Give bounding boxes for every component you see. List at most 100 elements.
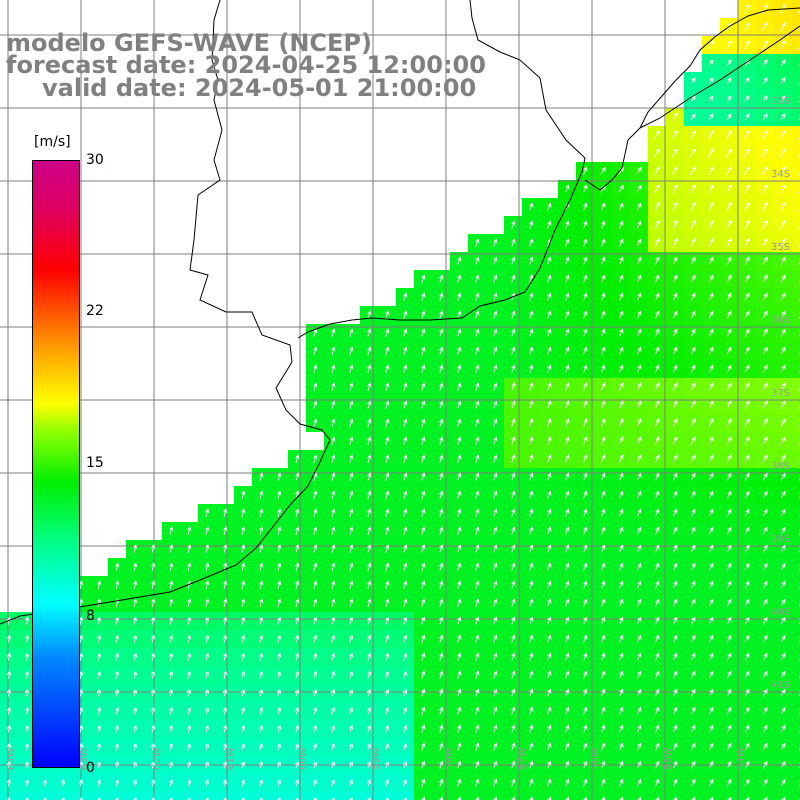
wind-arrow [457, 544, 462, 553]
wind-arrow [132, 562, 138, 571]
wind-arrow [475, 364, 480, 373]
wind-arrow [565, 256, 570, 265]
wind-arrow [690, 166, 697, 176]
wind-arrow [708, 454, 714, 464]
wind-arrow [330, 724, 336, 733]
wind-arrow [475, 454, 480, 463]
wind-arrow [457, 256, 462, 265]
wind-arrow [636, 598, 642, 607]
wind-arrow [690, 130, 697, 140]
wind-arrow [636, 472, 642, 481]
wind-arrow [132, 760, 138, 769]
wind-arrow [330, 562, 336, 571]
wind-arrow [744, 148, 751, 158]
wind-arrow [781, 796, 786, 800]
wind-arrow [493, 562, 498, 571]
wind-arrow [457, 490, 462, 499]
wind-arrow [529, 508, 534, 517]
wind-arrow [618, 544, 624, 553]
wind-arrow [565, 742, 570, 751]
wind-arrow [618, 220, 624, 229]
wind-arrow [547, 364, 552, 373]
wind-cell [522, 792, 540, 800]
wind-arrow [439, 616, 444, 625]
wind-arrow [726, 166, 733, 176]
wind-arrow [636, 436, 642, 446]
wind-arrow [780, 634, 786, 643]
wind-arrow [708, 490, 714, 499]
wind-arrow [780, 256, 786, 265]
wind-arrow [672, 346, 678, 355]
wind-arrow [690, 418, 696, 428]
wind-arrow [636, 418, 642, 428]
wind-arrow [529, 760, 534, 769]
wind-arrow [132, 688, 138, 697]
wind-arrow [798, 204, 800, 212]
wind-arrow [366, 706, 372, 715]
wind-arrow [779, 40, 787, 50]
wind-arrow [493, 382, 498, 391]
wind-arrow [762, 77, 768, 85]
wind-arrow [240, 778, 246, 787]
wind-arrow [654, 220, 660, 230]
wind-arrow [547, 796, 552, 800]
coastline [0, 0, 800, 625]
wind-arrow [366, 580, 372, 589]
wind-arrow [780, 184, 787, 194]
wind-arrow [708, 472, 714, 481]
longitude-label: 56W [590, 747, 601, 770]
wind-arrow [672, 166, 679, 176]
wind-arrow [384, 364, 390, 373]
wind-arrow [744, 490, 750, 499]
wind-arrow [529, 472, 534, 481]
wind-arrow [654, 472, 660, 481]
wind-arrow [654, 490, 660, 499]
wind-arrow [439, 562, 444, 571]
wind-arrow [114, 760, 120, 769]
wind-arrow [312, 706, 318, 715]
wind-arrow [330, 328, 336, 337]
wind-arrow [780, 742, 786, 751]
wind-arrow [708, 580, 714, 589]
wind-arrow [726, 562, 732, 571]
wind-arrow [780, 778, 786, 787]
wind-arrow [439, 472, 444, 481]
wind-arrow [618, 274, 624, 283]
wind-arrow [654, 400, 660, 410]
wind-arrow [672, 364, 678, 373]
wind-arrow [384, 508, 390, 517]
wind-arrow [204, 526, 210, 535]
wind-arrow [204, 508, 210, 517]
wind-arrow [654, 724, 660, 733]
wind-arrow [222, 760, 228, 769]
wind-arrow [565, 670, 570, 679]
wind-cell [252, 792, 270, 800]
wind-arrow [726, 580, 732, 589]
wind-arrow [708, 706, 714, 715]
wind-arrow [600, 544, 606, 553]
wind-cell [792, 720, 800, 738]
wind-arrow [618, 490, 624, 499]
wind-arrow [780, 562, 786, 571]
wind-arrow [780, 166, 787, 176]
wind-arrow [600, 400, 606, 410]
wind-arrow [421, 742, 426, 751]
wind-arrow [744, 616, 750, 625]
wind-arrow [744, 688, 750, 697]
wind-arrow [312, 508, 318, 517]
wind-arrow [312, 472, 318, 481]
wind-arrow [421, 292, 426, 301]
wind-arrow [421, 274, 426, 283]
wind-arrow [654, 706, 660, 715]
wind-arrow [636, 652, 642, 661]
wind-arrow [654, 364, 660, 373]
wind-arrow [600, 670, 606, 679]
wind-arrow [618, 670, 624, 679]
wind-arrow [565, 760, 570, 769]
wind-cell [792, 792, 800, 800]
wind-arrow [565, 688, 570, 697]
wind-arrow [258, 472, 264, 481]
wind-arrow [366, 742, 372, 751]
wind-arrow [672, 634, 678, 643]
